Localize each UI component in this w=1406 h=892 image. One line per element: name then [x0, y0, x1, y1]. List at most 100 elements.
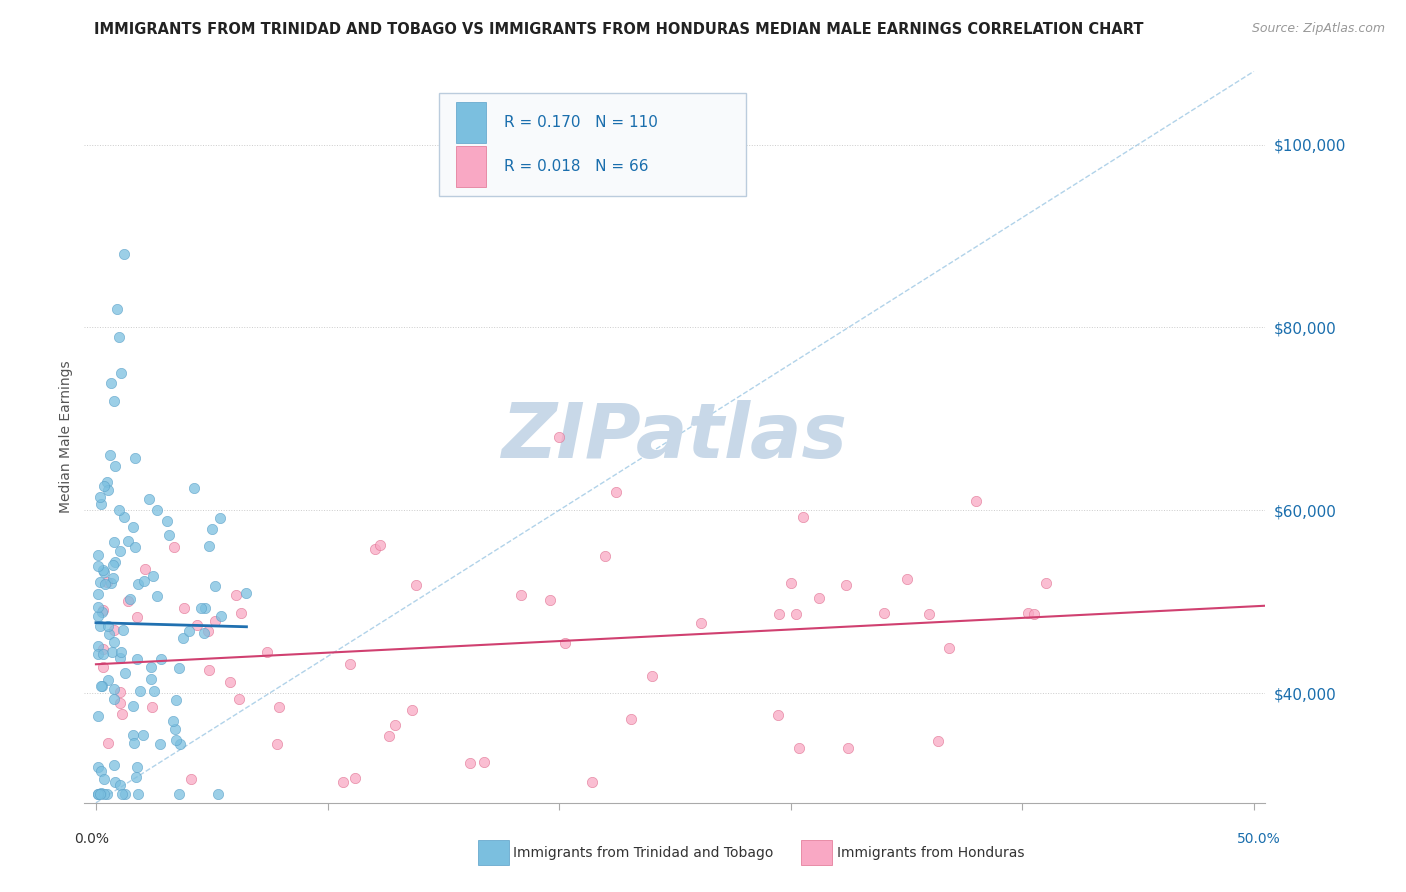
Point	[87, 600, 110, 615]
Point	[792, 509, 814, 524]
Point	[112, 247, 135, 261]
Point	[89, 575, 111, 590]
Text: Source: ZipAtlas.com: Source: ZipAtlas.com	[1251, 22, 1385, 36]
Point	[965, 494, 987, 508]
Point	[167, 787, 190, 801]
Point	[458, 756, 481, 770]
Point	[581, 774, 603, 789]
Point	[125, 760, 148, 774]
Point	[103, 757, 125, 772]
Point	[114, 665, 136, 680]
Point	[225, 588, 247, 602]
Point	[112, 509, 135, 524]
Point	[229, 607, 252, 621]
Point	[779, 576, 801, 591]
Point	[87, 639, 110, 653]
Point	[183, 481, 205, 495]
Point	[124, 450, 146, 465]
Point	[209, 511, 232, 525]
Point	[87, 558, 110, 573]
Point	[108, 684, 131, 698]
Y-axis label: Median Male Earnings: Median Male Earnings	[59, 360, 73, 514]
Point	[97, 673, 120, 687]
Point	[110, 366, 132, 380]
Point	[139, 673, 162, 687]
Point	[124, 540, 146, 554]
Point	[332, 775, 354, 789]
Point	[146, 503, 169, 517]
Point	[97, 483, 120, 497]
Point	[620, 712, 643, 726]
Point	[91, 647, 114, 661]
Point	[157, 527, 180, 541]
Point	[808, 591, 831, 605]
Point	[267, 700, 290, 714]
Point	[835, 578, 858, 592]
Point	[162, 714, 184, 728]
Point	[173, 600, 195, 615]
Point	[219, 675, 242, 690]
Point	[595, 549, 617, 563]
Point	[873, 606, 896, 620]
Point	[108, 329, 131, 343]
Point	[172, 632, 194, 646]
Point	[1017, 607, 1039, 621]
Point	[90, 497, 112, 511]
Point	[108, 778, 131, 792]
Point	[364, 541, 387, 556]
Point	[125, 610, 148, 624]
FancyBboxPatch shape	[439, 94, 745, 195]
Point	[127, 577, 149, 591]
Point	[197, 624, 219, 638]
Point	[198, 663, 221, 677]
Point	[101, 558, 124, 572]
Point	[103, 775, 125, 789]
Point	[124, 736, 146, 750]
Point	[104, 458, 127, 473]
Point	[87, 587, 110, 601]
Point	[163, 541, 186, 555]
Point	[129, 684, 152, 698]
Point	[125, 652, 148, 666]
Text: Immigrants from Honduras: Immigrants from Honduras	[837, 846, 1024, 860]
Point	[117, 594, 139, 608]
Point	[91, 660, 114, 674]
Point	[131, 728, 153, 742]
Point	[90, 764, 112, 778]
Point	[142, 684, 165, 698]
Point	[93, 479, 115, 493]
Point	[509, 588, 531, 602]
Point	[378, 729, 401, 743]
Point	[235, 586, 257, 600]
Point	[97, 619, 120, 633]
Point	[405, 577, 427, 591]
Point	[204, 578, 226, 592]
Point	[209, 609, 232, 624]
Text: R = 0.018   N = 66: R = 0.018 N = 66	[503, 159, 648, 174]
Point	[256, 645, 278, 659]
Point	[87, 787, 110, 801]
Point	[91, 679, 114, 693]
Point	[122, 728, 145, 742]
Text: ZIPatlas: ZIPatlas	[502, 401, 848, 474]
Point	[93, 566, 115, 580]
Point	[344, 771, 367, 785]
Point	[118, 592, 141, 607]
Point	[918, 607, 941, 621]
Point	[641, 669, 664, 683]
Point	[179, 772, 201, 787]
Point	[110, 697, 132, 711]
Point	[548, 430, 571, 444]
Point	[538, 593, 561, 607]
Point	[768, 607, 790, 621]
Text: 0.0%: 0.0%	[75, 832, 108, 846]
Point	[896, 572, 918, 586]
Point	[179, 624, 201, 639]
Point	[197, 539, 219, 553]
Point	[1024, 607, 1046, 621]
Point	[141, 700, 163, 714]
Point	[87, 548, 110, 562]
Point	[103, 393, 125, 408]
Text: Immigrants from Trinidad and Tobago: Immigrants from Trinidad and Tobago	[513, 846, 773, 860]
Point	[103, 624, 125, 638]
